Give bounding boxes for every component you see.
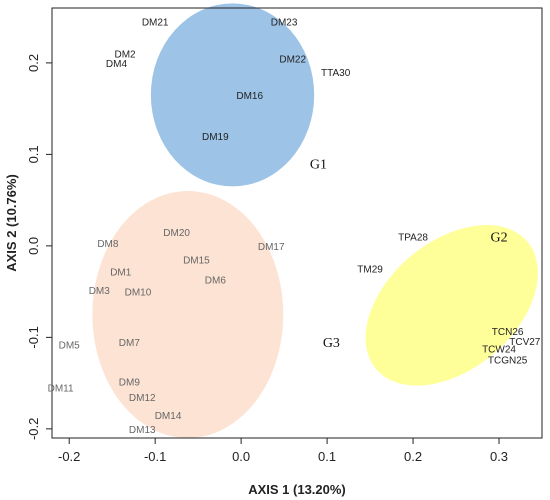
x-tick-label: 0.2 [404,449,422,464]
point-dm17: DM17 [258,242,285,253]
x-tick-label: -0.2 [58,449,80,464]
point-dm2: DM2 [115,50,137,61]
point-tpa28: TPA28 [398,233,428,244]
y-tick-label: 0.0 [26,237,41,255]
x-axis-title: AXIS 1 (13.20%) [248,482,346,497]
y-tick-label: 0.2 [26,54,41,72]
point-tcw24: TCW24 [482,344,516,355]
x-tick-label: 0.3 [490,449,508,464]
ellipse-g1 [150,3,315,187]
point-dm1: DM1 [110,267,132,278]
point-dm22: DM22 [279,54,306,65]
group-label-g2: G2 [490,231,507,246]
plot-frame [51,7,543,439]
point-dm19: DM19 [202,132,229,143]
ellipse-g2 [365,225,538,386]
point-dm21: DM21 [142,18,169,29]
point-tcv27: TCV27 [509,337,541,348]
point-tcgn25: TCGN25 [488,355,528,366]
point-dm6: DM6 [205,276,227,287]
y-axis-title: AXIS 2 (10.76%) [4,174,19,272]
point-dm10: DM10 [125,288,152,299]
point-dm20: DM20 [163,228,190,239]
x-tick-label: 0.1 [318,449,336,464]
group-labels: G1 G2 G3 [310,158,508,351]
point-tm29: TM29 [357,265,383,276]
group-ellipses [92,3,538,438]
point-dm5: DM5 [59,341,81,352]
point-dm14: DM14 [155,411,182,422]
point-dm8: DM8 [97,239,119,250]
group-label-g3: G3 [323,336,340,351]
point-dm4: DM4 [106,59,128,70]
point-dm13: DM13 [129,425,156,436]
ellipse-g3 [92,190,284,438]
point-dm16: DM16 [236,91,263,102]
point-dm3: DM3 [89,286,111,297]
y-tick-label: -0.1 [26,326,41,348]
point-dm9: DM9 [119,377,141,388]
x-tick-label: -0.1 [144,449,166,464]
y-tick-label: 0.1 [26,145,41,163]
point-dm15: DM15 [183,256,210,267]
group-label-g1: G1 [310,158,327,173]
y-tick-label: -0.2 [26,418,41,440]
x-axis: -0.2 -0.1 0.0 0.1 0.2 0.3 [58,438,508,464]
point-tta30: TTA30 [321,68,351,79]
y-axis: -0.2 -0.1 0.0 0.1 0.2 [26,54,52,440]
point-tcn26: TCN26 [492,327,524,338]
point-dm12: DM12 [129,393,156,404]
point-dm23: DM23 [271,18,298,29]
point-dm11: DM11 [48,384,74,395]
x-tick-label: 0.0 [232,449,250,464]
point-dm7: DM7 [119,338,141,349]
